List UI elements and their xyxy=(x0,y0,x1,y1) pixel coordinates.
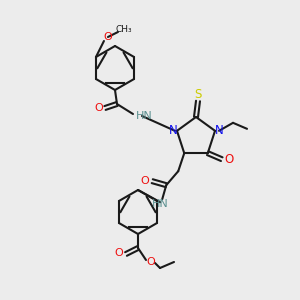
Text: O: O xyxy=(115,248,123,258)
Text: O: O xyxy=(141,176,150,186)
Text: O: O xyxy=(147,257,155,267)
Text: O: O xyxy=(224,153,233,166)
Text: CH₃: CH₃ xyxy=(116,26,132,34)
Text: HN: HN xyxy=(136,111,153,121)
Text: S: S xyxy=(194,88,202,100)
Text: HN: HN xyxy=(152,199,169,209)
Text: N: N xyxy=(214,124,224,137)
Text: O: O xyxy=(103,32,112,42)
Text: O: O xyxy=(94,103,103,113)
Text: N: N xyxy=(169,124,177,137)
